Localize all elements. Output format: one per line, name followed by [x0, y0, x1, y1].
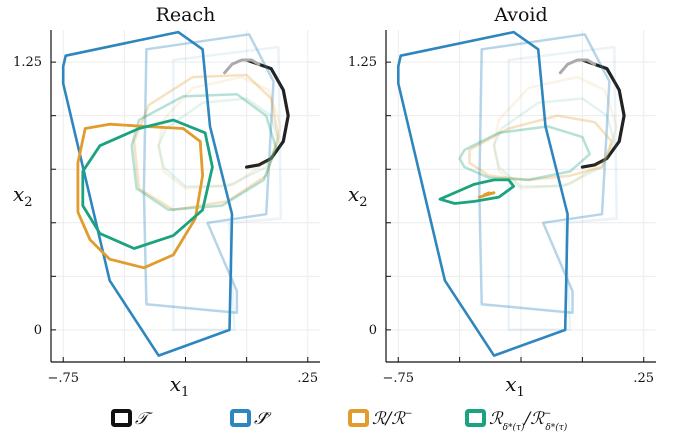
series-S-faint-1	[478, 33, 611, 314]
series-G	[438, 178, 515, 205]
x-tick-label: .25	[633, 371, 654, 386]
series-target-gray	[558, 58, 597, 75]
legend-sub-2: δ*(τ)	[545, 422, 567, 433]
series-target-gray	[223, 58, 261, 75]
series-R	[477, 191, 496, 199]
legend-sup: −	[405, 409, 413, 419]
y-axis-label: x2	[13, 182, 33, 210]
y-axis-label-sub: 2	[24, 195, 32, 210]
legend-main: 𝒮̂	[254, 409, 272, 429]
x-tick-label: −.75	[47, 371, 79, 386]
y-tick-label: 1.25	[13, 55, 42, 70]
series-S-faint-1	[142, 33, 275, 314]
series-R-faint-2	[492, 75, 618, 190]
legend-label-R: ℛ/ℛ−	[372, 409, 412, 429]
legend-entry-R: ℛ/ℛ−	[348, 409, 412, 429]
x-axis-label-sub: 1	[517, 385, 525, 400]
x-axis-label-sub: 1	[181, 385, 189, 400]
series-R-faint-1	[132, 73, 280, 212]
series-target	[580, 58, 626, 169]
legend-sub: δ*(τ)	[503, 422, 525, 433]
x-axis-label: x1	[170, 372, 190, 400]
series-S	[61, 30, 234, 357]
series-S-faint-2	[507, 45, 618, 332]
x-tick-label: .25	[297, 371, 318, 386]
x-axis-label: x1	[505, 372, 525, 400]
legend-swatch-target	[111, 409, 132, 427]
legend: 𝒯 𝒮̂ ℛ/ℛ− ℛδ*(τ)/ℛ− δ*(τ)	[111, 409, 568, 433]
legend-main: ℛ	[489, 409, 504, 429]
series-R-faint-2	[157, 75, 283, 190]
legend-swatch-R	[348, 409, 369, 427]
y-axis-label: x2	[348, 182, 368, 210]
legend-entry-G: ℛδ*(τ)/ℛ− δ*(τ)	[465, 409, 568, 433]
series-target	[245, 58, 290, 169]
series-R-faint-1	[468, 114, 614, 182]
series-S-faint-2	[172, 45, 283, 332]
y-tick-label: 1.25	[348, 55, 377, 70]
panel-title: Avoid	[493, 4, 547, 26]
legend-label-G: ℛδ*(τ)/ℛ− δ*(τ)	[489, 409, 568, 433]
y-tick-label: 0	[34, 323, 42, 338]
legend-swatch-G	[465, 409, 486, 427]
legend-sup: −	[544, 409, 552, 419]
panel-title: Reach	[156, 4, 216, 26]
series-S	[396, 30, 569, 357]
y-tick-label: 0	[369, 323, 377, 338]
series-G-faint-2	[157, 97, 280, 188]
reach-panel: 0 1.25 −.75 .25 Reach x1 x2	[13, 4, 320, 400]
legend-entry-target: 𝒯	[111, 409, 153, 429]
legend-entry-S: 𝒮̂	[230, 409, 272, 429]
y-axis-label-sub: 2	[359, 195, 367, 210]
legend-label-target: 𝒯	[135, 409, 153, 429]
legend-slash: /ℛ	[523, 409, 546, 429]
x-tick-label: −.75	[382, 371, 414, 386]
legend-label-S: 𝒮̂	[254, 409, 272, 429]
legend-swatch-S	[230, 409, 251, 427]
avoid-panel: 0 1.25 −.75 .25 Avoid x1 x2	[348, 4, 656, 400]
legend-main: 𝒯	[135, 409, 153, 429]
series-G-faint-1	[130, 93, 278, 212]
series-G-faint-2	[492, 97, 616, 188]
legend-main: ℛ/ℛ	[372, 409, 406, 429]
series-G-faint-1	[458, 125, 591, 182]
series-G	[81, 118, 214, 250]
